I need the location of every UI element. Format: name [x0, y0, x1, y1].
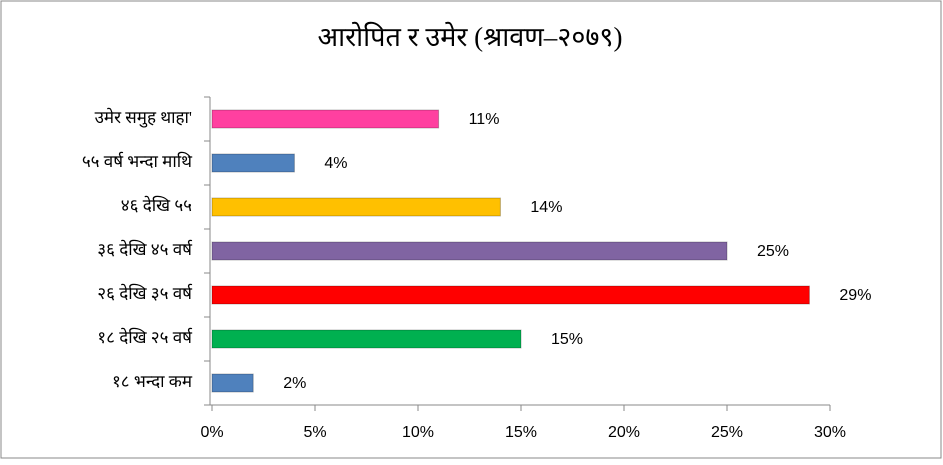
y-tick-label: ३६ देखि ४५ वर्ष [97, 239, 193, 259]
y-tick-label: १८ भन्दा कम [112, 372, 193, 391]
x-tick-label: 25% [711, 424, 743, 441]
bar [211, 241, 728, 261]
x-tick-label: 20% [608, 424, 640, 441]
x-tick-label: 10% [402, 424, 434, 441]
x-tick-label: 15% [505, 424, 537, 441]
x-tick-label: 30% [814, 424, 846, 441]
data-label: 2% [283, 375, 306, 392]
x-tick-label: 0% [200, 424, 223, 441]
y-tick-label: ४६ देखि ५५ [121, 195, 192, 215]
y-tick-label: १८ देखि २५ वर्ष [97, 327, 193, 347]
data-label: 15% [551, 331, 583, 348]
y-tick-label: ५५ वर्ष भन्दा माथि [82, 151, 193, 171]
bar [211, 329, 522, 349]
bar [211, 285, 810, 305]
y-tick-label: २६ देखि ३५ वर्ष [97, 283, 193, 303]
data-label: 25% [757, 243, 789, 260]
x-tick-label: 5% [303, 424, 326, 441]
data-label: 14% [530, 199, 562, 216]
data-label: 11% [469, 111, 500, 128]
data-label: 4% [324, 155, 347, 172]
y-tick-label: उमेर समुह थाहा' [95, 107, 192, 128]
data-label: 29% [839, 287, 871, 304]
bar [211, 373, 254, 393]
chart-title: आरोपित र उमेर (श्रावण–२०७९) [318, 21, 623, 52]
bar [211, 197, 501, 217]
bar [211, 153, 295, 173]
bar [211, 109, 440, 129]
